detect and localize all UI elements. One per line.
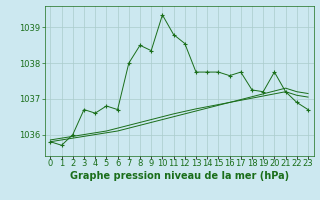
X-axis label: Graphe pression niveau de la mer (hPa): Graphe pression niveau de la mer (hPa) — [70, 171, 289, 181]
